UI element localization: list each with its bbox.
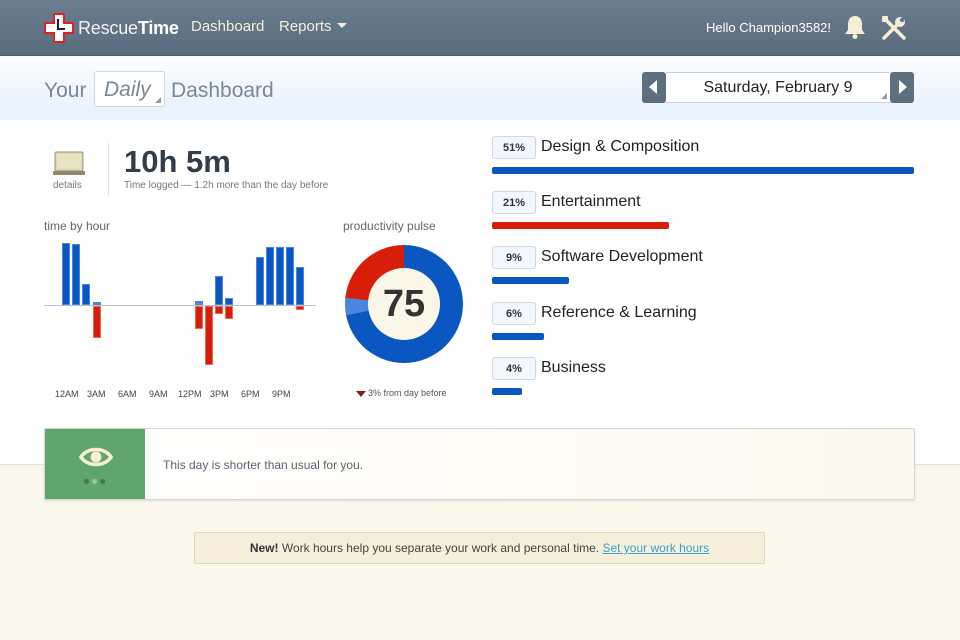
time-by-hour-chart[interactable] [44, 235, 316, 375]
bar-productive-1pm[interactable] [195, 301, 203, 305]
bar-productive-3pm[interactable] [215, 276, 223, 305]
category-bar [492, 222, 669, 229]
chart-baseline [44, 305, 316, 306]
pulse-delta: 3% from day before [356, 388, 447, 398]
nav-dashboard-link[interactable]: Dashboard [191, 18, 265, 35]
bar-productive-12am[interactable] [62, 243, 70, 305]
bar-productive-3am[interactable] [93, 302, 101, 305]
bar-productive-1am[interactable] [72, 244, 80, 305]
arrow-left-icon [649, 80, 657, 94]
tick-9pm: 9PM [272, 389, 291, 399]
top-nav: RescueTime Dashboard Reports Hello Champ… [0, 0, 960, 56]
productivity-pulse-donut[interactable]: 75 [345, 245, 463, 363]
bar-productive-8pm[interactable] [266, 247, 274, 305]
title-prefix: Your [44, 79, 87, 102]
tick-3am: 3AM [87, 389, 106, 399]
eye-icon [78, 445, 114, 474]
total-time-logged: 10h 5m [124, 144, 231, 179]
insight-icon-panel [45, 429, 145, 499]
dashboard-header: Your Daily Dashboard Saturday, February … [0, 57, 960, 120]
chevron-down-icon [336, 23, 347, 28]
tick-3pm: 3PM [210, 389, 229, 399]
user-greeting: Hello Champion3582! [706, 20, 832, 35]
tools-icon[interactable] [880, 14, 908, 47]
nav-reports-label: Reports [279, 18, 332, 35]
nav-reports-dropdown[interactable]: Reports [279, 18, 347, 35]
insight-message: This day is shorter than usual for you. [163, 458, 364, 472]
pager-dot[interactable] [84, 479, 89, 484]
category-name[interactable]: Entertainment [541, 193, 641, 210]
dropdown-corner-icon [881, 93, 887, 99]
logo-clock-cross-icon [44, 13, 74, 43]
insight-pager[interactable] [84, 479, 105, 484]
insight-card[interactable]: This day is shorter than usual for you. [44, 428, 915, 500]
bar-distracting-3pm[interactable] [215, 306, 223, 314]
category-percent: 51% [492, 136, 536, 159]
category-bar [492, 167, 914, 174]
category-percent: 9% [492, 246, 536, 269]
next-day-button[interactable] [890, 72, 914, 103]
notice-new-label: New! [249, 541, 279, 555]
laptop-icon[interactable] [53, 151, 85, 182]
category-percent: 6% [492, 302, 536, 325]
bar-productive-2am[interactable] [82, 284, 90, 305]
details-link[interactable]: details [53, 180, 82, 191]
category-name[interactable]: Reference & Learning [541, 304, 697, 321]
pager-dot-active[interactable] [92, 479, 97, 484]
date-navigator: Saturday, February 9 [642, 72, 914, 103]
period-value: Daily [104, 78, 151, 101]
category-name[interactable]: Business [541, 359, 606, 376]
tick-12pm: 12PM [178, 389, 202, 399]
tick-9am: 9AM [149, 389, 168, 399]
pulse-score: 75 [368, 268, 440, 340]
rescuetime-logo[interactable]: RescueTime [44, 13, 179, 43]
bar-productive-11pm[interactable] [296, 267, 304, 305]
tick-12am: 12AM [55, 389, 79, 399]
bell-icon[interactable] [843, 14, 867, 45]
time-logged-subtitle: Time logged — 1.2h more than the day bef… [124, 180, 329, 191]
category-percent: 21% [492, 191, 536, 214]
bar-productive-7pm[interactable] [256, 257, 264, 305]
category-bar [492, 388, 522, 395]
bar-distracting-1pm[interactable] [195, 306, 203, 329]
tick-6pm: 6PM [241, 389, 260, 399]
arrow-right-icon [899, 80, 907, 94]
pulse-title: productivity pulse [343, 219, 436, 233]
title-suffix: Dashboard [171, 79, 274, 102]
bar-productive-10pm[interactable] [286, 247, 294, 305]
pulse-delta-text: 3% from day before [368, 388, 447, 398]
set-work-hours-link[interactable]: Set your work hours [602, 541, 710, 555]
tick-6am: 6AM [118, 389, 137, 399]
dropdown-corner-icon [155, 97, 161, 103]
pager-dot[interactable] [100, 479, 105, 484]
bar-productive-9pm[interactable] [276, 247, 284, 305]
date-picker[interactable]: Saturday, February 9 [666, 72, 890, 103]
bar-productive-4pm[interactable] [225, 298, 233, 305]
period-select[interactable]: Daily [94, 71, 165, 107]
category-bar [492, 333, 544, 340]
hour-chart-title: time by hour [44, 219, 111, 233]
category-name[interactable]: Software Development [541, 248, 703, 265]
bar-distracting-2pm[interactable] [205, 306, 213, 365]
category-bar [492, 277, 569, 284]
divider [108, 143, 109, 195]
bar-distracting-3am[interactable] [93, 306, 101, 338]
category-name[interactable]: Design & Composition [541, 138, 700, 155]
notice-text: Work hours help you separate your work a… [278, 541, 603, 555]
arrow-down-icon [356, 391, 366, 397]
dashboard-content [0, 120, 960, 465]
bar-distracting-4pm[interactable] [225, 306, 233, 319]
category-percent: 4% [492, 357, 536, 380]
bar-distracting-11pm[interactable] [296, 306, 304, 310]
date-value: Saturday, February 9 [703, 79, 853, 96]
logo-text: RescueTime [78, 17, 179, 38]
work-hours-notice: New! Work hours help you separate your w… [194, 532, 765, 564]
previous-day-button[interactable] [642, 72, 666, 103]
